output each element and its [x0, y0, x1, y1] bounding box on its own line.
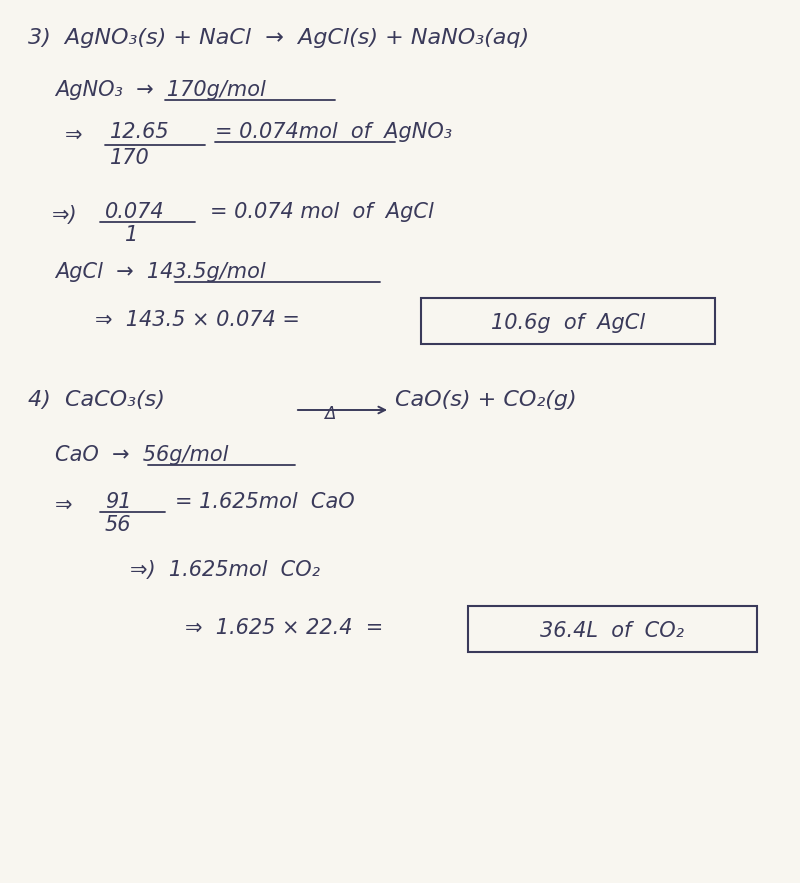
- Text: CaO  →  56g/mol: CaO → 56g/mol: [55, 445, 228, 465]
- Text: ⇒  143.5 × 0.074 =: ⇒ 143.5 × 0.074 =: [95, 310, 300, 330]
- Text: 0.074: 0.074: [105, 202, 165, 222]
- Text: 56: 56: [105, 515, 131, 535]
- Text: Δ: Δ: [324, 405, 336, 423]
- Text: 10.6g  of  AgCl: 10.6g of AgCl: [491, 313, 645, 333]
- Text: = 0.074 mol  of  AgCl: = 0.074 mol of AgCl: [210, 202, 434, 222]
- Text: 3)  AgNO₃(s) + NaCl  →  AgCl(s) + NaNO₃(aq): 3) AgNO₃(s) + NaCl → AgCl(s) + NaNO₃(aq): [28, 28, 529, 48]
- Text: = 0.074mol  of  AgNO₃: = 0.074mol of AgNO₃: [215, 122, 452, 142]
- Text: 12.65: 12.65: [110, 122, 170, 142]
- Text: 1: 1: [125, 225, 138, 245]
- Text: AgNO₃  →  170g/mol: AgNO₃ → 170g/mol: [55, 80, 266, 100]
- Text: ⇒  1.625 × 22.4  =: ⇒ 1.625 × 22.4 =: [185, 618, 383, 638]
- Text: 36.4L  of  CO₂: 36.4L of CO₂: [541, 621, 685, 641]
- Text: = 1.625mol  CaO: = 1.625mol CaO: [175, 492, 354, 512]
- Text: 4)  CaCO₃(s): 4) CaCO₃(s): [28, 390, 165, 410]
- Text: ⇒: ⇒: [55, 495, 73, 515]
- FancyBboxPatch shape: [468, 606, 757, 652]
- Text: CaO(s) + CO₂(g): CaO(s) + CO₂(g): [395, 390, 577, 410]
- Text: ⇒: ⇒: [65, 125, 82, 145]
- Text: 91: 91: [105, 492, 131, 512]
- FancyBboxPatch shape: [421, 298, 715, 344]
- Text: ⇒): ⇒): [52, 205, 78, 225]
- Text: 170: 170: [110, 148, 150, 168]
- Text: ⇒)  1.625mol  CO₂: ⇒) 1.625mol CO₂: [130, 560, 320, 580]
- Text: AgCl  →  143.5g/mol: AgCl → 143.5g/mol: [55, 262, 266, 282]
